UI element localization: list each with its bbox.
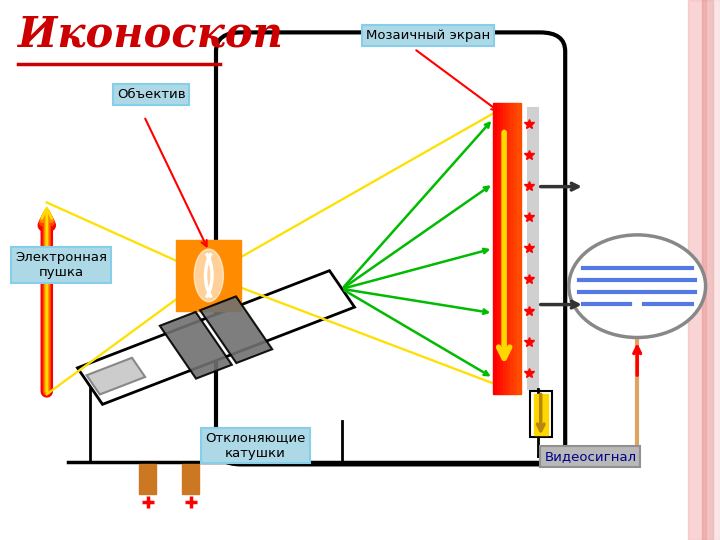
Text: Электронная
пушка: Электронная пушка [15, 251, 107, 279]
Bar [507, 103, 510, 394]
Bar [688, 0, 706, 540]
Bar [500, 103, 503, 394]
FancyBboxPatch shape [216, 32, 565, 464]
Ellipse shape [194, 249, 223, 302]
Bar [497, 103, 500, 394]
Text: Мозаичный экран: Мозаичный экран [366, 29, 490, 42]
Text: Отклоняющие
катушки: Отклоняющие катушки [205, 431, 306, 460]
Bar [702, 0, 713, 540]
Bar [78, 271, 354, 404]
Bar [528, 108, 538, 389]
Bar [514, 103, 517, 394]
Text: Видеосигнал: Видеосигнал [544, 450, 636, 463]
Bar [530, 392, 552, 437]
Bar [517, 103, 521, 394]
Bar [86, 358, 145, 394]
Bar [182, 464, 199, 494]
Bar [534, 394, 548, 435]
Bar [139, 464, 156, 494]
Text: Объектив: Объектив [117, 88, 186, 101]
Bar [709, 0, 720, 540]
Bar [176, 240, 241, 310]
Bar [503, 103, 507, 394]
Bar [160, 312, 232, 379]
Bar [493, 103, 497, 394]
Circle shape [569, 235, 706, 338]
Bar [510, 103, 514, 394]
Text: Иконоскоп: Иконоскоп [18, 14, 283, 56]
Bar [200, 296, 272, 363]
